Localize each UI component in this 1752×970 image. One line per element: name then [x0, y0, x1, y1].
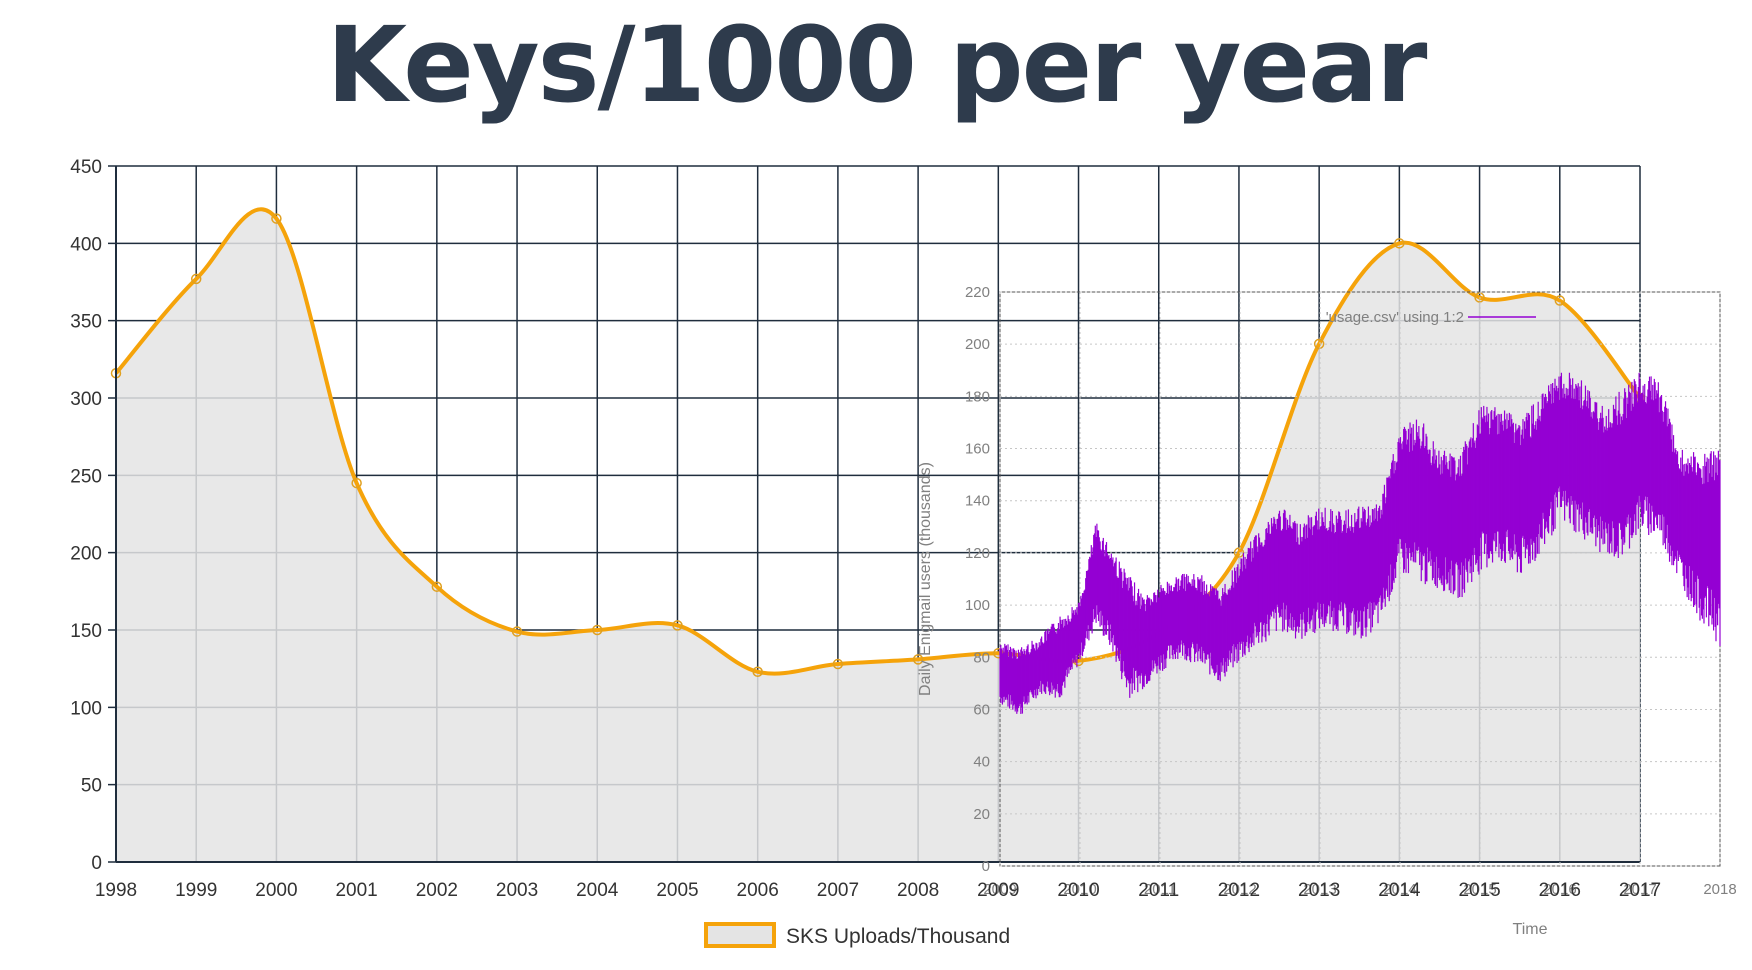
x-tick-label: 2008 [897, 880, 939, 901]
x-tick-label: 2015 [1458, 880, 1500, 901]
y-tick-label: 450 [70, 157, 102, 178]
inset-y-tick-label: 140 [965, 493, 990, 510]
inset-y-tick-label: 0 [982, 858, 990, 875]
sks-point [511, 626, 523, 637]
x-tick-label: 2002 [416, 880, 458, 901]
inset-y-tick-label: 180 [965, 388, 990, 405]
y-tick-label: 400 [70, 234, 102, 255]
sks-point [351, 477, 362, 489]
inset-y-tick-label: 200 [965, 336, 990, 353]
sks-legend-swatch [704, 922, 776, 948]
y-tick-label: 100 [70, 698, 102, 719]
inset-x-tick-label: 2018 [1703, 881, 1736, 898]
x-tick-label: 2011 [1138, 880, 1179, 901]
inset-y-tick-label: 160 [965, 441, 990, 458]
enigmail-usage-chart: 0 20 40 60 80 100 120 140 160 180 200 220 2009 2010 20… [917, 284, 1737, 938]
x-tick-label: 2013 [1298, 880, 1340, 901]
x-tick-label: 2000 [255, 880, 297, 901]
inset-x-tick-label: 2009 [983, 881, 1016, 898]
inset-x-tick-label: 2010 [1063, 881, 1096, 898]
sks-point [1554, 295, 1566, 306]
sks-point [752, 666, 763, 678]
y-tick-label: 0 [91, 853, 102, 874]
inset-y-tick-label: 100 [965, 597, 990, 614]
inset-x-tick-label: 2012 [1223, 881, 1256, 898]
y-tick-label: 250 [70, 466, 102, 487]
x-tick-label: 2004 [576, 880, 619, 901]
y-tick-label: 200 [70, 544, 102, 565]
sks-point [1313, 338, 1325, 350]
page-title: Keys/1000 per year [326, 4, 1428, 126]
inset-y-tick-label: 120 [965, 545, 990, 562]
x-tick-label: 1998 [95, 880, 137, 901]
sks-point [1233, 547, 1245, 558]
inset-y-tick-label: 60 [973, 701, 990, 718]
inset-x-tick-label: 2011 [1144, 881, 1176, 898]
inset-y-tick-label: 220 [965, 284, 990, 301]
sks-point [431, 581, 443, 592]
inset-y-axis-label: Daily Enigmail users (thousands) [917, 462, 934, 696]
inset-x-tick-label: 2016 [1543, 881, 1576, 898]
inset-x-tick-label: 2013 [1303, 881, 1336, 898]
sks-point [672, 620, 683, 631]
x-tick-label: 2017 [1619, 880, 1661, 901]
x-tick-label: 2001 [335, 880, 377, 901]
inset-x-tick-label: 2015 [1463, 881, 1496, 898]
inset-legend-label: 'usage.csv' using 1:2 [1326, 309, 1464, 326]
x-tick-label: 2007 [817, 880, 859, 901]
sks-line [114, 207, 1642, 676]
sks-point [271, 213, 282, 224]
x-tick-label: 2010 [1057, 880, 1099, 901]
x-tick-label: 2003 [496, 880, 538, 901]
x-tick-label: 2016 [1539, 880, 1581, 901]
y-tick-label: 350 [70, 312, 102, 333]
main-chart-axes [115, 166, 1640, 863]
inset-x-axis-label: Time [1513, 921, 1548, 938]
sks-point [1394, 238, 1405, 249]
sks-legend: SKS Uploads/Thousand [704, 922, 1010, 948]
x-tick-label: 2005 [656, 880, 698, 901]
y-tick-label: 150 [70, 621, 102, 642]
sks-area-fill [116, 209, 1640, 863]
sks-legend-label: SKS Uploads/Thousand [786, 925, 1010, 948]
x-tick-label: 2014 [1378, 880, 1421, 901]
inset-y-tick-label: 20 [973, 806, 990, 823]
x-tick-label: 1999 [175, 880, 217, 901]
sks-point [592, 624, 603, 636]
x-tick-label: 2006 [737, 880, 779, 901]
inset-y-tick-label: 40 [973, 754, 990, 771]
inset-x-tick-label: 2017 [1623, 881, 1656, 898]
x-tick-label: 2012 [1218, 880, 1260, 901]
inset-x-tick-label: 2014 [1383, 881, 1416, 898]
y-tick-label: 50 [81, 776, 102, 797]
sks-point [832, 658, 844, 670]
sks-point [190, 273, 202, 285]
sks-point [912, 654, 924, 665]
main-chart-tick-labels: 1998 1999 2000 2001 2002 2003 2004 2005 2006 2007… [70, 157, 1661, 901]
y-tick-label: 300 [70, 389, 102, 410]
inset-y-tick-label: 80 [973, 649, 990, 666]
x-tick-label: 2009 [977, 880, 1019, 901]
